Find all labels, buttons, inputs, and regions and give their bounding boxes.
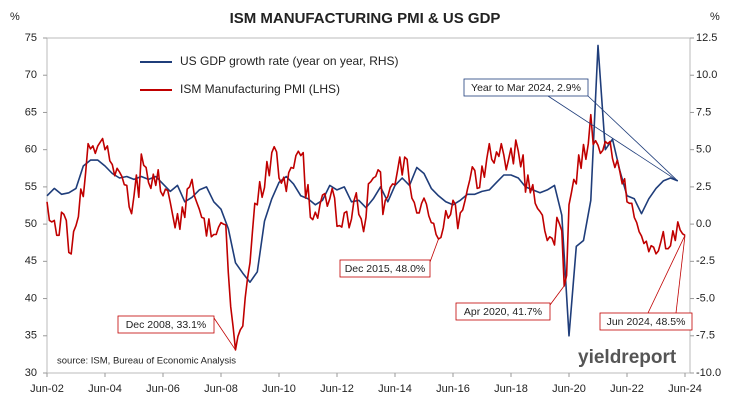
source-note: source: ISM, Bureau of Economic Analysis [57,356,236,367]
y2-tick-label: -5.0 [696,292,715,304]
y-tick-label: 55 [25,181,37,193]
x-tick-label: Jun-10 [262,383,296,395]
x-tick-label: Jun-24 [668,383,702,395]
annotation-leader [549,285,565,306]
annotation: Jun 2024, 48.5% [607,316,686,328]
annotation-box [599,312,693,331]
y-axis-label: % [10,11,20,23]
y2-tick-label: -7.5 [696,330,715,342]
y2-tick-label: -10.0 [696,367,721,379]
x-tick-label: Jun-08 [204,383,238,395]
y-tick-label: 70 [25,69,37,81]
y-tick-label: 50 [25,218,37,230]
x-tick-label: Jun-04 [88,383,122,395]
x-tick-label: Jun-06 [146,383,180,395]
y2-tick-label: -2.5 [696,255,715,267]
annotation-box [339,259,431,278]
annotation-leader [547,95,678,182]
y-tick-label: 45 [25,255,37,267]
x-tick-label: Jun-02 [30,383,64,395]
y2-axis-label: % [710,11,720,23]
y-tick-label: 35 [25,330,37,342]
annotation: Dec 2008, 33.1% [126,319,207,331]
y-tick-label: 60 [25,144,37,156]
annotation-leader [647,235,686,314]
x-tick-label: Jun-12 [320,383,354,395]
x-tick-label: Jun-18 [494,383,528,395]
annotation-box [463,78,589,97]
y2-tick-label: 0.0 [696,218,711,230]
x-tick-label: Jun-22 [610,383,644,395]
y-tick-label: 40 [25,292,37,304]
y-tick-label: 30 [25,367,37,379]
y-tick-label: 75 [25,32,37,44]
legend-label: ISM Manufacturing PMI (LHS) [180,82,340,96]
y2-tick-label: 5.0 [696,144,711,156]
annotation-box [117,315,215,334]
y2-tick-label: 7.5 [696,106,711,118]
x-tick-label: Jun-20 [552,383,586,395]
annotation: Year to Mar 2024, 2.9% [471,82,581,94]
x-tick-label: Jun-14 [378,383,412,395]
y-tick-label: 65 [25,106,37,118]
y2-tick-label: 10.0 [696,69,717,81]
legend-label: US GDP growth rate (year on year, RHS) [180,54,399,68]
y2-tick-label: 12.5 [696,32,717,44]
annotation-leader [587,95,679,182]
annotation-box [455,302,551,321]
y2-tick-label: 2.5 [696,181,711,193]
series-line [46,113,686,351]
logo: yieldreport [578,347,677,368]
annotation-leader [213,317,236,351]
annotation: Dec 2015, 48.0% [345,263,426,275]
annotation-leader [675,235,686,314]
annotation-leader [429,238,439,263]
x-tick-label: Jun-16 [436,383,470,395]
chart-title: ISM MANUFACTURING PMI & US GDP [230,10,501,27]
annotation: Apr 2020, 41.7% [464,306,542,318]
